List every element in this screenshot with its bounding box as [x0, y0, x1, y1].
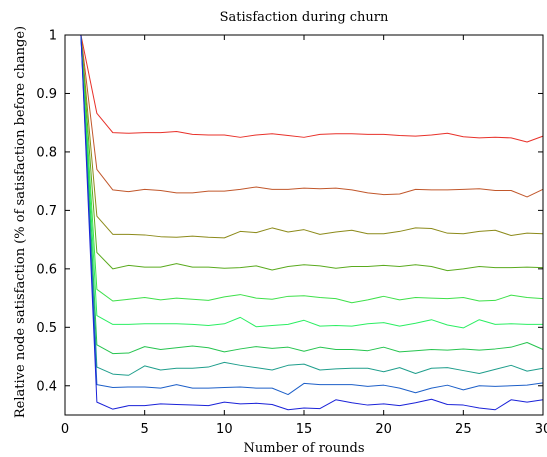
series-line-8 [80, 34, 544, 376]
y-tick-label: 0.7 [36, 204, 57, 219]
x-tick-label: 30 [535, 422, 547, 437]
axis-ticks: 0 5 10 15 20 25 30 0.4 0.5 0.6 0.7 0.8 0.9 1 [36, 29, 547, 438]
chart-title: Satisfaction during churn [220, 10, 389, 25]
y-tick-label: 0.4 [36, 379, 57, 394]
series-line-7 [80, 34, 544, 355]
x-tick-label: 25 [455, 422, 472, 437]
y-axis-label: Relative node satisfaction (% of satisfa… [13, 26, 28, 418]
y-tick-label: 0.8 [36, 145, 57, 160]
x-tick-label: 10 [216, 422, 233, 437]
series-line-3 [80, 34, 544, 239]
series-line-10 [80, 34, 544, 411]
x-axis-label: Number of rounds [244, 441, 365, 456]
y-tick-label: 0.6 [36, 262, 57, 277]
y-tick-label: 0.5 [36, 321, 57, 336]
series-line-1 [80, 34, 544, 143]
series-lines [80, 34, 544, 411]
series-line-4 [80, 34, 544, 272]
plot-frame [64, 34, 544, 416]
y-tick-label: 0.9 [36, 87, 57, 102]
x-tick-label: 15 [296, 422, 313, 437]
series-line-6 [80, 34, 543, 329]
x-tick-label: 5 [141, 422, 149, 437]
series-line-5 [80, 34, 544, 304]
x-tick-label: 0 [61, 422, 69, 437]
series-line-2 [80, 34, 544, 198]
x-tick-label: 20 [375, 422, 392, 437]
series-line-9 [80, 34, 544, 396]
y-tick-label: 1 [49, 29, 57, 44]
